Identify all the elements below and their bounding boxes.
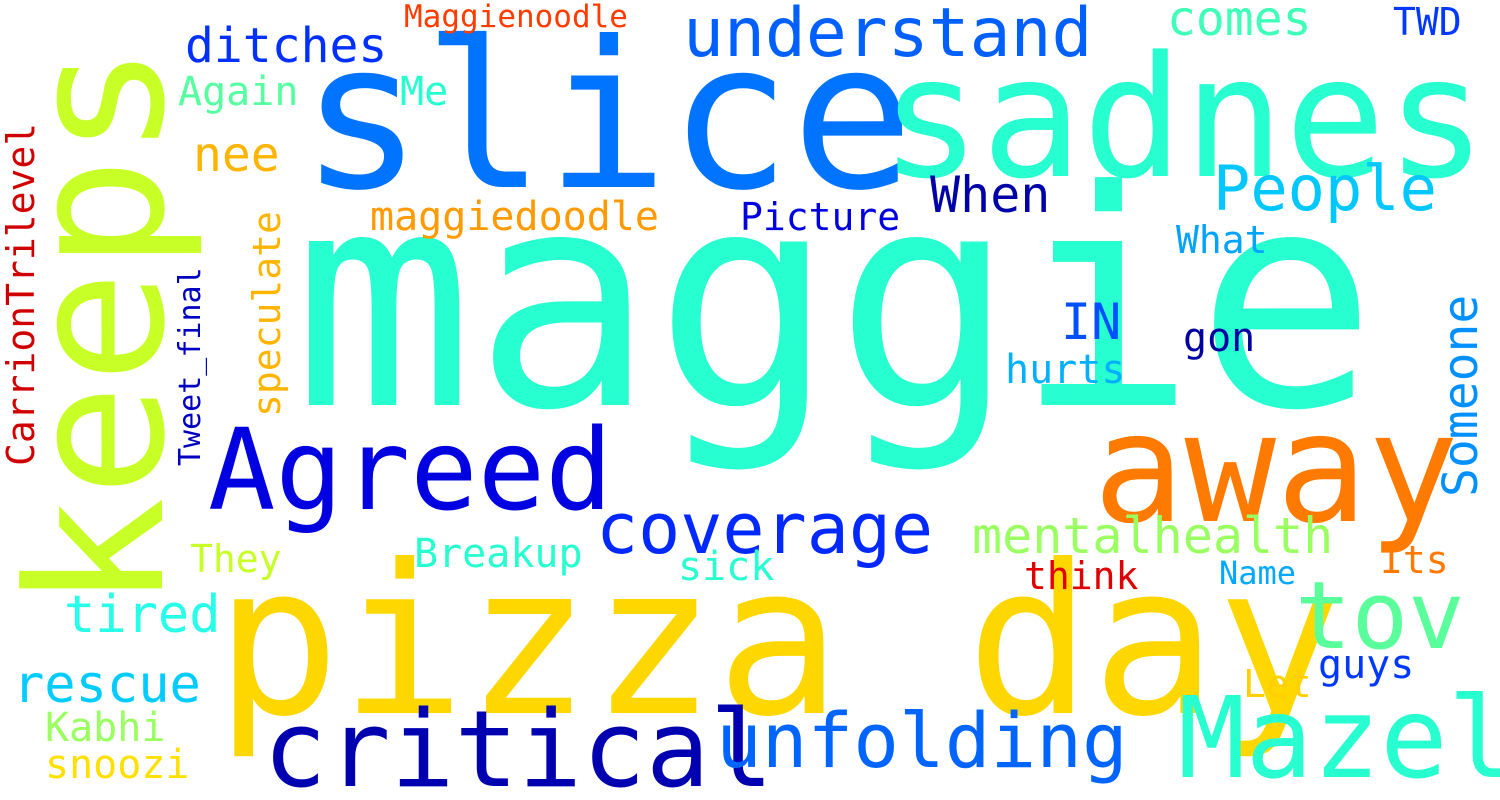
word-people: People: [1213, 152, 1437, 225]
word-tired: tired: [64, 585, 221, 645]
word-think: think: [1024, 554, 1139, 598]
word-sick: sick: [678, 544, 775, 590]
word-pizza-day: pizza day: [215, 521, 1343, 763]
word-maggienoodle: Maggienoodle: [404, 0, 628, 35]
word-name: Name: [1219, 554, 1297, 592]
word-tweet-final: Tweet_final: [173, 267, 208, 466]
word-maggiedoodle: maggiedoodle: [370, 194, 659, 240]
word-mazel: Mazel: [1178, 674, 1500, 800]
word-guys: guys: [1318, 642, 1415, 688]
word-comes: comes: [1167, 0, 1312, 47]
word-its: Its: [1380, 538, 1449, 582]
word-they: They: [190, 537, 282, 581]
word-mentalhealth: mentalhealth: [972, 507, 1334, 565]
word-gon: gon: [1183, 315, 1256, 361]
word-coverage: coverage: [596, 488, 934, 570]
word-agreed: Agreed: [208, 406, 613, 536]
word-breakup: Breakup: [414, 531, 583, 577]
word-what: What: [1176, 218, 1268, 262]
word-hurts: hurts: [1005, 347, 1126, 393]
word-picture: Picture: [740, 195, 901, 239]
word-carriontrilevel: CarrionTrilevel: [0, 122, 43, 466]
word-unfolding: unfolding: [716, 696, 1128, 785]
word-speculate: speculate: [245, 211, 289, 417]
word-snoozi: snoozi: [45, 742, 190, 788]
word-when: When: [930, 166, 1051, 224]
word-in: IN: [1061, 293, 1122, 351]
word-slice: slice: [300, 0, 915, 236]
word-someone: Someone: [1433, 294, 1489, 497]
word-twd: TWD: [1393, 0, 1462, 44]
word-ditches: ditches: [185, 18, 388, 74]
word-again: Again: [178, 69, 299, 115]
word-away: away: [1093, 380, 1460, 557]
word-sadness: sadness: [880, 20, 1500, 216]
word-kabhi: Kabhi: [45, 705, 166, 751]
word-understand: understand: [683, 0, 1093, 73]
word-tov: tov: [1295, 562, 1465, 671]
word-maggie: maggie: [293, 127, 1377, 476]
word-nee: nee: [193, 127, 280, 183]
word-rescue: rescue: [13, 655, 201, 715]
word-me: Me: [400, 69, 449, 115]
word-critical: critical: [263, 688, 774, 800]
word-let: Let: [1243, 662, 1312, 706]
